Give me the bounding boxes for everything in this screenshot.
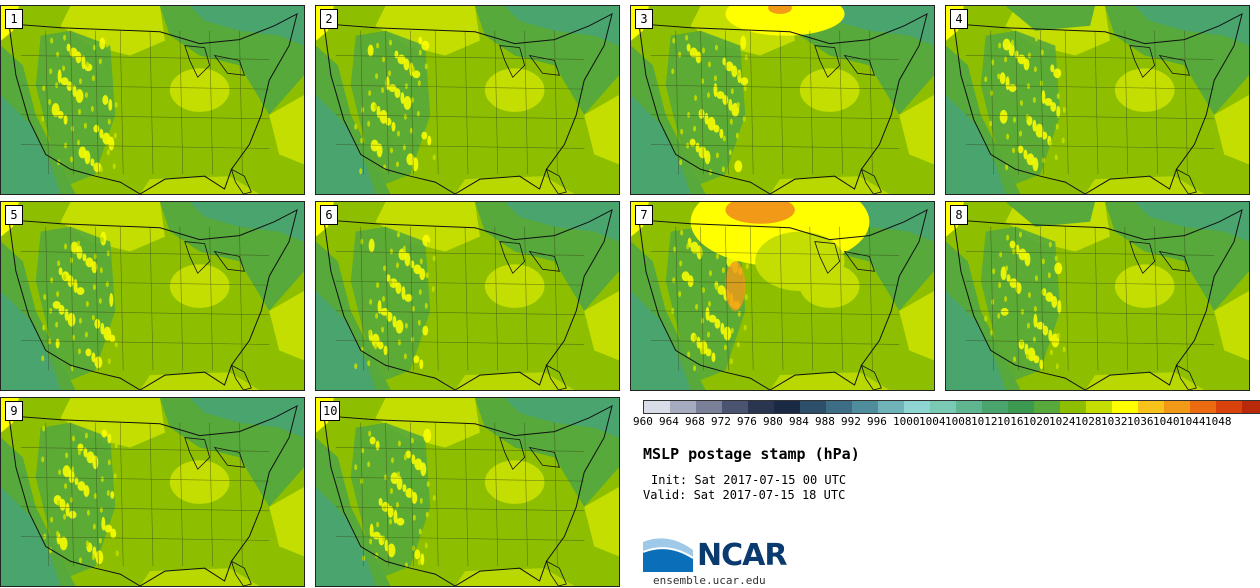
colorbar-swatch bbox=[722, 401, 748, 413]
chart-title: MSLP postage stamp (hPa) bbox=[643, 445, 860, 463]
colorbar-labels: 960 964 968 972 976 980 984 988 992 996 1000 1004 10… bbox=[633, 415, 1253, 429]
colorbar-swatch bbox=[748, 401, 774, 413]
member-number: 10 bbox=[320, 401, 341, 421]
colorbar-swatch bbox=[644, 401, 670, 413]
member-panel: 8 bbox=[945, 201, 1250, 391]
colorbar-tick-label: 1032 bbox=[1101, 415, 1128, 428]
colorbar-tick-label: 1044 bbox=[1179, 415, 1206, 428]
colorbar-swatch bbox=[670, 401, 696, 413]
member-number: 6 bbox=[320, 205, 338, 225]
member-panel: 2 bbox=[315, 5, 620, 195]
colorbar-tick-label: 1040 bbox=[1153, 415, 1180, 428]
member-panel: 4 bbox=[945, 5, 1250, 195]
colorbar-tick-label: 968 bbox=[685, 415, 705, 428]
member-number: 9 bbox=[5, 401, 23, 421]
member-number: 4 bbox=[950, 9, 968, 29]
mslp-map bbox=[316, 202, 619, 390]
member-number: 2 bbox=[320, 9, 338, 29]
colorbar-tick-label: 988 bbox=[815, 415, 835, 428]
member-panel: 6 bbox=[315, 201, 620, 391]
mslp-map bbox=[631, 6, 934, 194]
colorbar-swatch bbox=[1086, 401, 1112, 413]
colorbar-tick-label: 1028 bbox=[1075, 415, 1102, 428]
logo-text: NCAR bbox=[697, 538, 787, 573]
colorbar-swatch bbox=[1060, 401, 1086, 413]
colorbar-swatch bbox=[1112, 401, 1138, 413]
colorbar-swatch bbox=[1164, 401, 1190, 413]
colorbar-swatch bbox=[982, 401, 1008, 413]
colorbar-swatch bbox=[774, 401, 800, 413]
colorbar-tick-label: 996 bbox=[867, 415, 887, 428]
valid-time: Valid: Sat 2017-07-15 18 UTC bbox=[643, 488, 846, 502]
member-panel: 7 bbox=[630, 201, 935, 391]
colorbar-swatch bbox=[1216, 401, 1242, 413]
colorbar-swatch bbox=[852, 401, 878, 413]
mslp-map bbox=[316, 398, 619, 586]
colorbar-swatch bbox=[956, 401, 982, 413]
colorbar-swatch bbox=[878, 401, 904, 413]
colorbar-tick-label: 960 bbox=[633, 415, 653, 428]
colorbar-swatch bbox=[696, 401, 722, 413]
ncar-logo-icon bbox=[643, 538, 694, 572]
colorbar-tick-label: 1020 bbox=[1023, 415, 1050, 428]
colorbar-tick-label: 980 bbox=[763, 415, 783, 428]
colorbar-swatch bbox=[904, 401, 930, 413]
member-number: 3 bbox=[635, 9, 653, 29]
member-panel: 1 bbox=[0, 5, 305, 195]
mslp-map bbox=[316, 6, 619, 194]
member-panel: 3 bbox=[630, 5, 935, 195]
member-panel: 5 bbox=[0, 201, 305, 391]
mslp-map bbox=[946, 6, 1249, 194]
mslp-map bbox=[946, 202, 1249, 390]
colorbar-tick-label: 1004 bbox=[919, 415, 946, 428]
member-panel: 10 bbox=[315, 397, 620, 587]
colorbar-swatch bbox=[930, 401, 956, 413]
colorbar-tick-label: 1036 bbox=[1127, 415, 1154, 428]
colorbar-swatch bbox=[1008, 401, 1034, 413]
member-number: 5 bbox=[5, 205, 23, 225]
colorbar-tick-label: 1000 bbox=[893, 415, 920, 428]
colorbar-swatch bbox=[1242, 401, 1260, 413]
colorbar-tick-label: 1048 bbox=[1205, 415, 1232, 428]
member-panel: 9 bbox=[0, 397, 305, 587]
mslp-map bbox=[1, 6, 304, 194]
colorbar bbox=[643, 400, 1260, 414]
member-number: 7 bbox=[635, 205, 653, 225]
colorbar-tick-label: 1012 bbox=[971, 415, 998, 428]
mslp-map bbox=[631, 202, 934, 390]
colorbar-tick-label: 1008 bbox=[945, 415, 972, 428]
colorbar-swatch bbox=[800, 401, 826, 413]
colorbar-swatch bbox=[1190, 401, 1216, 413]
member-number: 1 bbox=[5, 9, 23, 29]
colorbar-tick-label: 1016 bbox=[997, 415, 1024, 428]
colorbar-tick-label: 992 bbox=[841, 415, 861, 428]
colorbar-tick-label: 964 bbox=[659, 415, 679, 428]
colorbar-swatch bbox=[826, 401, 852, 413]
site-url: ensemble.ucar.edu bbox=[653, 574, 766, 587]
colorbar-tick-label: 976 bbox=[737, 415, 757, 428]
init-time: Init: Sat 2017-07-15 00 UTC bbox=[651, 473, 847, 487]
colorbar-tick-label: 972 bbox=[711, 415, 731, 428]
colorbar-tick-label: 1024 bbox=[1049, 415, 1076, 428]
mslp-map bbox=[1, 398, 304, 586]
colorbar-swatch bbox=[1138, 401, 1164, 413]
colorbar-tick-label: 984 bbox=[789, 415, 809, 428]
mslp-map bbox=[1, 202, 304, 390]
member-number: 8 bbox=[950, 205, 968, 225]
colorbar-swatch bbox=[1034, 401, 1060, 413]
